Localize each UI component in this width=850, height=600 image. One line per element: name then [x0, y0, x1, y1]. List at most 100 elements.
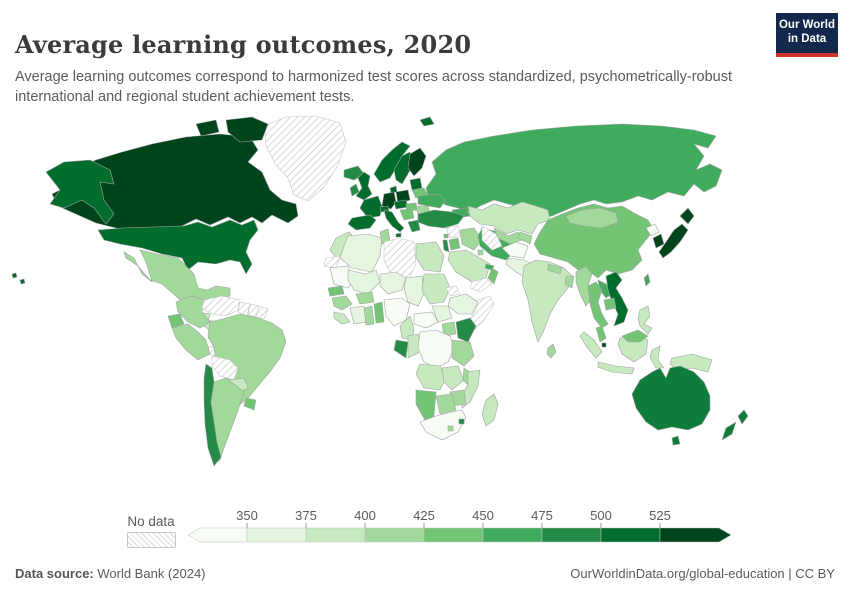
region-sierra_leone[interactable]: [333, 311, 351, 325]
region-lebanon[interactable]: [443, 233, 449, 239]
legend-bin-6[interactable]: [541, 527, 602, 543]
no-data-swatch[interactable]: [127, 532, 176, 548]
region-balkans[interactable]: [399, 208, 415, 221]
region-germany[interactable]: [381, 191, 397, 210]
region-russia[interactable]: [425, 123, 723, 219]
region-uruguay[interactable]: [243, 397, 257, 411]
region-mexico[interactable]: [123, 249, 231, 311]
region-saudi_arabia[interactable]: [447, 249, 491, 283]
region-venezuela[interactable]: [201, 295, 241, 317]
region-sumatra[interactable]: [579, 331, 603, 359]
region-sudan[interactable]: [421, 273, 451, 305]
region-singapore[interactable]: [601, 342, 607, 348]
region-sicily[interactable]: [395, 232, 402, 238]
region-israel[interactable]: [442, 239, 450, 253]
owid-logo[interactable]: Our World in Data: [776, 13, 838, 57]
region-baffin_islands[interactable]: [195, 116, 269, 143]
legend-bin-3[interactable]: [364, 527, 425, 543]
region-car[interactable]: [413, 311, 439, 329]
credit-link[interactable]: OurWorldinData.org/global-education | CC…: [570, 566, 835, 581]
region-ukraine[interactable]: [417, 193, 447, 209]
region-tunisia[interactable]: [379, 228, 391, 245]
region-baltics[interactable]: [409, 177, 423, 191]
region-mongolia[interactable]: [565, 207, 619, 229]
region-nepal[interactable]: [547, 263, 563, 275]
region-uganda[interactable]: [441, 321, 457, 337]
region-mali[interactable]: [347, 269, 381, 295]
region-sri_lanka[interactable]: [546, 343, 557, 359]
region-south_africa[interactable]: [419, 409, 467, 441]
region-niger[interactable]: [379, 271, 407, 295]
region-japan[interactable]: [658, 207, 695, 259]
color-scale-bar[interactable]: 350 375 400 425 450 475 500 525: [188, 508, 748, 548]
region-kazakhstan[interactable]: [467, 201, 551, 235]
region-new_zealand_north[interactable]: [737, 409, 749, 425]
region-tasmania[interactable]: [671, 435, 681, 446]
region-ethiopia[interactable]: [447, 293, 479, 315]
region-tanzania[interactable]: [451, 339, 475, 367]
region-eswatini[interactable]: [458, 418, 465, 425]
region-malaysia_borneo[interactable]: [621, 329, 649, 343]
region-java[interactable]: [597, 361, 635, 375]
region-uk[interactable]: [355, 171, 373, 201]
region-peru[interactable]: [171, 323, 211, 361]
region-south_sudan[interactable]: [431, 305, 453, 323]
world-map[interactable]: [0, 110, 780, 510]
region-libya[interactable]: [383, 237, 417, 281]
region-oman[interactable]: [487, 267, 499, 285]
region-iraq[interactable]: [459, 227, 483, 251]
region-thailand[interactable]: [587, 281, 609, 329]
region-taiwan[interactable]: [643, 273, 651, 287]
region-south_korea[interactable]: [652, 233, 665, 249]
region-eritrea[interactable]: [445, 285, 461, 297]
region-mozambique[interactable]: [461, 369, 481, 409]
region-burkina_faso[interactable]: [355, 291, 375, 305]
region-kuwait[interactable]: [477, 249, 484, 256]
region-sulawesi[interactable]: [649, 345, 665, 369]
region-malaysia[interactable]: [595, 325, 607, 343]
region-gabon[interactable]: [393, 339, 409, 359]
region-yemen[interactable]: [469, 277, 493, 293]
region-madagascar[interactable]: [481, 393, 499, 427]
region-kyrgyzstan_tajikistan[interactable]: [517, 231, 533, 245]
region-turkey[interactable]: [417, 209, 465, 229]
region-guinea[interactable]: [331, 295, 353, 311]
legend-bin-1[interactable]: [246, 527, 307, 543]
region-alaska[interactable]: [45, 159, 115, 225]
region-hawaii[interactable]: [11, 272, 26, 285]
region-france[interactable]: [359, 195, 383, 219]
region-australia[interactable]: [631, 365, 711, 431]
legend-bin-7[interactable]: [600, 527, 661, 543]
region-zambia[interactable]: [441, 365, 465, 391]
region-canada[interactable]: [51, 133, 299, 230]
region-turkmenistan[interactable]: [481, 225, 503, 251]
region-poland[interactable]: [395, 189, 411, 205]
region-afghanistan[interactable]: [501, 241, 529, 259]
region-egypt[interactable]: [415, 241, 445, 273]
region-philippines[interactable]: [637, 305, 653, 335]
region-ireland[interactable]: [349, 183, 360, 197]
region-lesotho[interactable]: [447, 425, 454, 432]
region-greenland[interactable]: [263, 115, 347, 202]
region-italy[interactable]: [383, 209, 405, 233]
region-ecuador[interactable]: [167, 313, 185, 329]
region-drc[interactable]: [417, 329, 455, 369]
region-norway[interactable]: [373, 141, 411, 183]
world-map-svg[interactable]: [0, 110, 780, 510]
region-china[interactable]: [533, 203, 655, 279]
region-north_korea[interactable]: [645, 223, 660, 237]
region-svalbard[interactable]: [419, 116, 435, 127]
region-chad[interactable]: [403, 275, 425, 307]
legend-bin-2[interactable]: [305, 527, 366, 543]
legend-bin-5[interactable]: [482, 527, 543, 543]
region-western_sahara[interactable]: [323, 255, 341, 269]
region-syria[interactable]: [445, 225, 461, 239]
region-ivory_coast[interactable]: [349, 305, 367, 325]
region-togo_benin[interactable]: [373, 301, 385, 324]
region-botswana[interactable]: [435, 393, 457, 415]
region-bangladesh[interactable]: [564, 275, 575, 289]
region-somalia[interactable]: [469, 295, 495, 331]
region-french_guiana[interactable]: [255, 305, 269, 320]
region-new_zealand_south[interactable]: [721, 421, 737, 441]
region-india[interactable]: [521, 259, 573, 343]
